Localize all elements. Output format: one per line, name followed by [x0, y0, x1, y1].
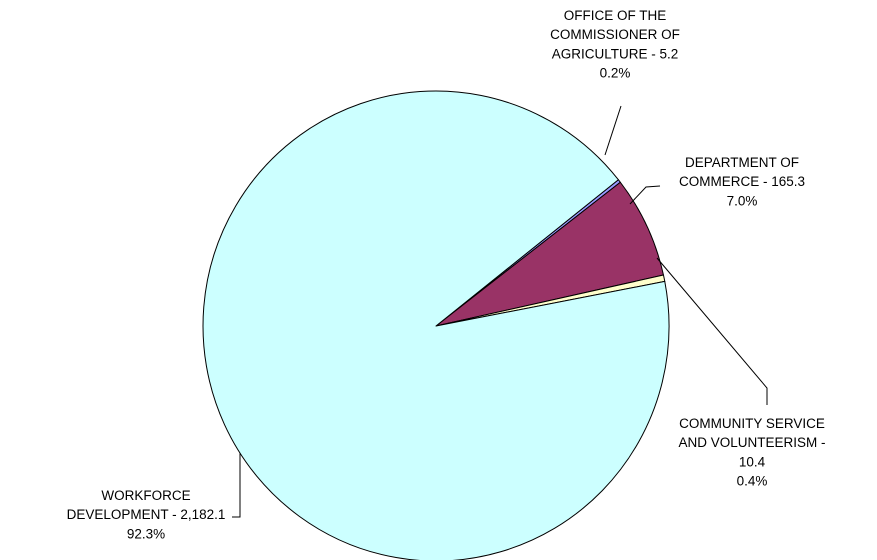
leader-line-4: [232, 453, 241, 518]
leader-line-1: [604, 105, 622, 156]
slice-label-line: 0.4%: [737, 474, 768, 489]
slice-label-line: AGRICULTURE - 5.2: [552, 46, 679, 61]
slice-label-line: DEVELOPMENT - 2,182.1: [67, 507, 226, 522]
leader-line-2: [629, 185, 661, 205]
slice-label-line: COMMUNITY SERVICE: [679, 416, 825, 431]
slice-label-line: 0.2%: [600, 66, 631, 81]
leader-line-3: [656, 257, 768, 405]
slice-label-2: DEPARTMENT OF COMMERCE - 165.3 7.0%: [679, 155, 805, 208]
slice-label-line: DEPARTMENT OF: [685, 155, 799, 170]
slice-label-line: COMMISSIONER OF: [550, 27, 680, 42]
slice-label-line: WORKFORCE: [101, 488, 190, 503]
slice-label-line: 10.4: [739, 454, 766, 469]
slice-label-line: 92.3%: [127, 526, 165, 541]
slice-label-3: COMMUNITY SERVICE AND VOLUNTEERISM - 10.4 0…: [678, 416, 825, 489]
slice-label-line: COMMERCE - 165.3: [679, 174, 805, 189]
slice-label-4: WORKFORCE DEVELOPMENT - 2,182.1 92.3%: [67, 488, 226, 541]
leader-lines: [232, 105, 768, 518]
slice-label-line: 7.0%: [727, 193, 758, 208]
slice-label-line: OFFICE OF THE: [564, 8, 667, 23]
pie-slice-4: [202, 90, 670, 560]
slice-labels: OFFICE OF THE COMMISSIONER OF AGRICULTURE …: [67, 8, 826, 541]
slice-label-1: OFFICE OF THE COMMISSIONER OF AGRICULTURE …: [550, 8, 680, 81]
slice-label-line: AND VOLUNTEERISM -: [678, 435, 825, 450]
pie-slice-2: [435, 181, 664, 327]
pie-slices: [202, 90, 670, 560]
